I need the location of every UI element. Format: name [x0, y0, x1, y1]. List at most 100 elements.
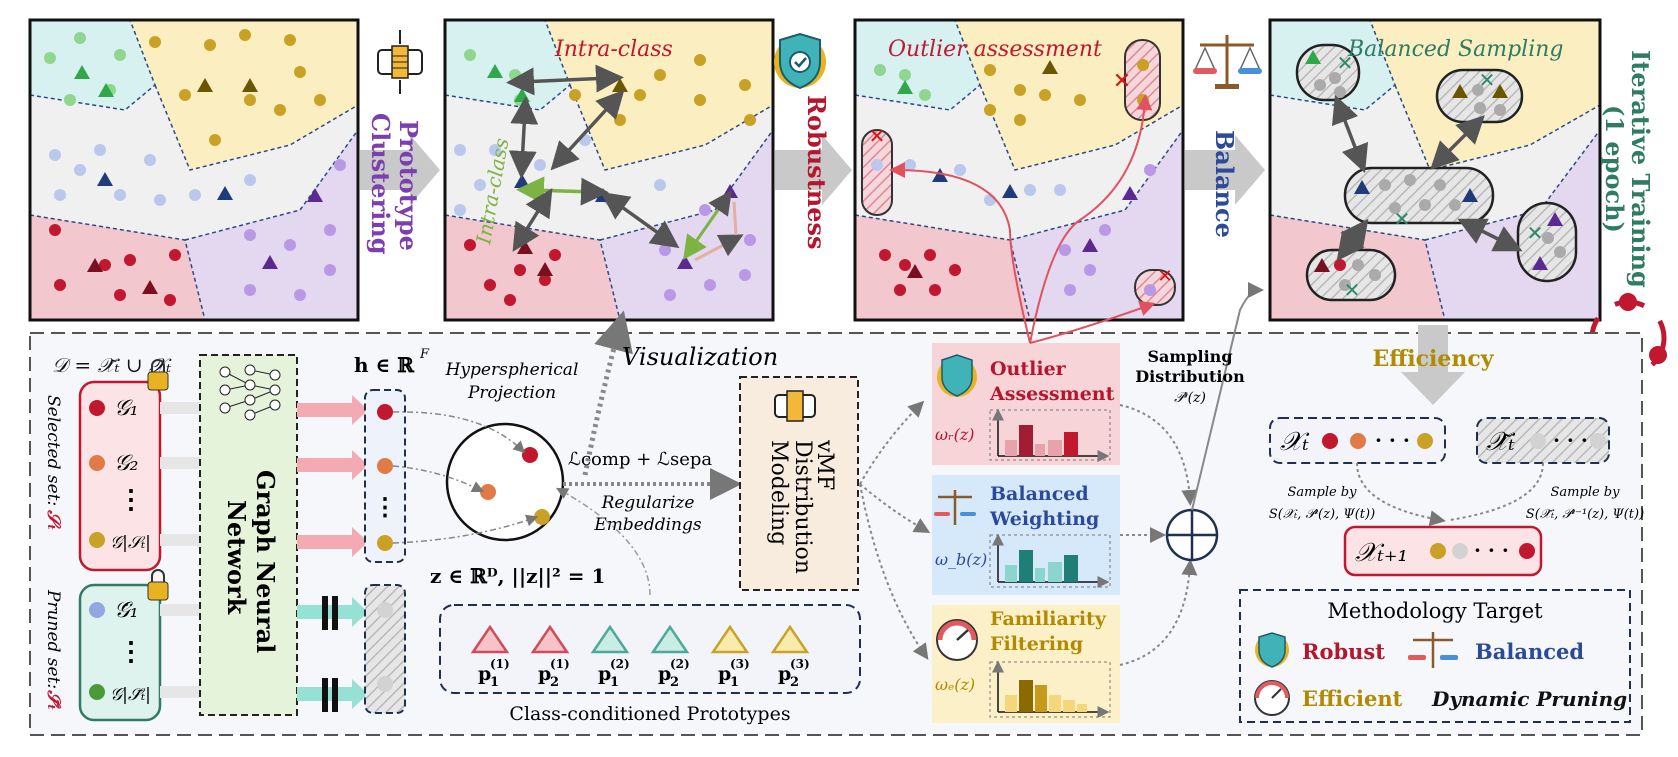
- shield-gear-icon: [774, 32, 826, 90]
- pruned-set: 𝒢̈₁ ⋮ 𝒢|𝒮̃ₜ|: [78, 569, 169, 722]
- svg-text:· · ·: · · ·: [1474, 538, 1509, 562]
- pruned-graph-ellipsis: ⋮: [118, 637, 144, 667]
- svg-text:✕: ✕: [1479, 68, 1496, 92]
- svg-text:✕: ✕: [1344, 278, 1361, 302]
- familiarity-card-line2: Filtering: [990, 633, 1083, 655]
- prototypes-box: p1(1) p2(1) p1(2) p2(2) p1(3) p2(3): [439, 604, 861, 694]
- target-dynamic: Dynamic Pruning: [1431, 687, 1627, 711]
- panel-outlier-assessment: ✕ ✕ ✕ Outlier assessment: [853, 18, 1185, 322]
- prototype-sup: (1): [490, 657, 510, 671]
- selected-set-label: Selected set:: [43, 395, 63, 506]
- arrow-robustness: [775, 135, 852, 205]
- hyperspherical-label-line2: Projection: [467, 383, 556, 403]
- omega-b-label: ω_b(z): [935, 550, 987, 569]
- selected-set: 𝒢₁ 𝒢₂ ⋮ 𝒢|𝒮ₜ|: [78, 359, 169, 572]
- sample-by-right-line1: Sample by: [1551, 485, 1621, 500]
- capsule-red: ✕: [1305, 248, 1397, 302]
- intra-class-title: Intra-class: [554, 37, 673, 62]
- regularize-label-line2: Embeddings: [593, 515, 702, 535]
- prototype-sub: 1: [730, 675, 739, 690]
- prototype-label: p: [778, 663, 791, 685]
- robustness-label: Robustness: [802, 95, 831, 250]
- graph-g2: 𝒢₂: [114, 451, 138, 476]
- prototype-sup: (3): [730, 657, 750, 671]
- arrow-balance: [1185, 135, 1265, 205]
- familiarity-filtering-card: Familiarity Filtering ωₑ(z): [932, 605, 1120, 723]
- pruned-graph-g1: 𝒢̈₁: [114, 598, 138, 623]
- prototype-sup: (2): [610, 657, 630, 671]
- xt-tilde-box: 𝒳̃ₜ · · ·: [1476, 417, 1610, 464]
- prototype-sub: 2: [550, 675, 559, 690]
- xt-box: 𝒳ₜ · · ·: [1269, 417, 1446, 464]
- prototype-label: p: [478, 663, 491, 685]
- prototypes-title: Class-conditioned Prototypes: [509, 703, 790, 725]
- balanced-card-line2: Weighting: [989, 508, 1099, 530]
- sample-by-left-line1: Sample by: [1288, 485, 1358, 500]
- prototype-sup: (2): [670, 657, 690, 671]
- balanced-weighting-card: Balanced Weighting ω_b(z): [932, 475, 1120, 595]
- prototype-triangle: [710, 624, 750, 654]
- pruned-set-label: Pruned set:: [43, 589, 63, 689]
- vmf-box: vMF Distribution Modeling: [739, 376, 859, 591]
- h-label: h ∈ ℝ: [354, 353, 415, 377]
- svg-text:· · ·: · · ·: [1553, 428, 1588, 452]
- vmf-label-line1: vMF: [812, 439, 837, 490]
- svg-text:⋮: ⋮: [373, 492, 397, 521]
- xt1-box: 𝒳ₜ₊₁ · · ·: [1343, 525, 1543, 577]
- gnn-label-line1: Graph Neural: [251, 470, 280, 653]
- sampling-dist-line2: Distribution: [1135, 367, 1245, 386]
- graph-gs: 𝒢|𝒮ₜ|: [110, 533, 151, 553]
- xt-label: 𝒳ₜ: [1280, 427, 1310, 457]
- filter-icon: [377, 30, 423, 94]
- prototype-sub: 1: [490, 675, 499, 690]
- hyperspherical-label-line1: Hyperspherical: [445, 360, 579, 380]
- sample-by-right-line2: 𝑆(𝒳̃ₜ, 𝒫ᵗ⁻¹(z), Ψ(t)): [1526, 507, 1644, 522]
- efficiency-arrow: [1401, 325, 1465, 405]
- graph-ellipsis: ⋮: [118, 485, 144, 515]
- xt-tilde-label: 𝒳̃ₜ: [1486, 427, 1516, 457]
- svg-text:✕: ✕: [1157, 266, 1172, 287]
- svg-text:✕: ✕: [1113, 69, 1131, 94]
- arrow-clustering: [360, 135, 440, 205]
- prototype-sup: (3): [790, 657, 810, 671]
- prototype-sub: 2: [670, 675, 679, 690]
- vmf-label-line2: Distribution: [790, 440, 815, 574]
- outlier-card-line2: Assessment: [989, 383, 1115, 405]
- pruned-embedding-box: [364, 584, 406, 714]
- svg-text:✕: ✕: [869, 124, 886, 148]
- svg-text:✕: ✕: [1337, 51, 1354, 75]
- balanced-icon: [1408, 632, 1458, 668]
- familiarity-card-line1: Familiarity: [990, 608, 1107, 630]
- prototype-triangle: [770, 624, 810, 654]
- pruned-set-symbol: 𝒮̃ₜ: [43, 689, 64, 711]
- outlier-assessment-card: Outlier Assessment ωᵣ(z): [932, 343, 1120, 465]
- efficient-icon: [1254, 680, 1290, 716]
- vmf-label-line3: Modeling: [766, 440, 791, 545]
- panel-balanced-sampling: ✕ ✕ ✕ ✕: [1268, 18, 1602, 322]
- prototype-label: Prototype: [394, 120, 423, 251]
- balanced-sampling-title: Balanced Sampling: [1347, 37, 1563, 62]
- target-balanced: Balanced: [1475, 639, 1584, 664]
- graph-g1: 𝒢₁: [114, 396, 138, 421]
- gnn-box: Graph Neural Network: [199, 354, 298, 716]
- clustering-label: Clustering: [366, 113, 395, 255]
- scale-icon: [1193, 35, 1262, 89]
- omega-r-label: ωᵣ(z): [935, 425, 975, 444]
- prototype-sup: (1): [550, 657, 570, 671]
- h-label-sup: F: [419, 347, 430, 362]
- methodology-target-box: Methodology Target Robust Balanced Effic…: [1239, 589, 1631, 723]
- iterative-training-label: Iterative Training: [1626, 50, 1655, 288]
- prototype-label: p: [538, 663, 551, 685]
- capsule-blue: ✕: [1343, 166, 1495, 231]
- capsule-yellow: ✕: [1435, 68, 1524, 124]
- outlier-card-line1: Outlier: [990, 358, 1067, 380]
- efficiency-label: Efficiency: [1372, 346, 1494, 372]
- panel-prototype-clustering: [28, 18, 360, 322]
- sum-node: [1165, 508, 1219, 562]
- sampling-pz: 𝒫ᵗ(z): [1174, 390, 1206, 406]
- prototype-sub: 2: [790, 675, 799, 690]
- selected-set-symbol: 𝒮ₜ: [43, 509, 64, 531]
- visualization-label: Visualization: [622, 343, 778, 371]
- loss-label: ℒcomp + ℒsepa: [568, 449, 712, 470]
